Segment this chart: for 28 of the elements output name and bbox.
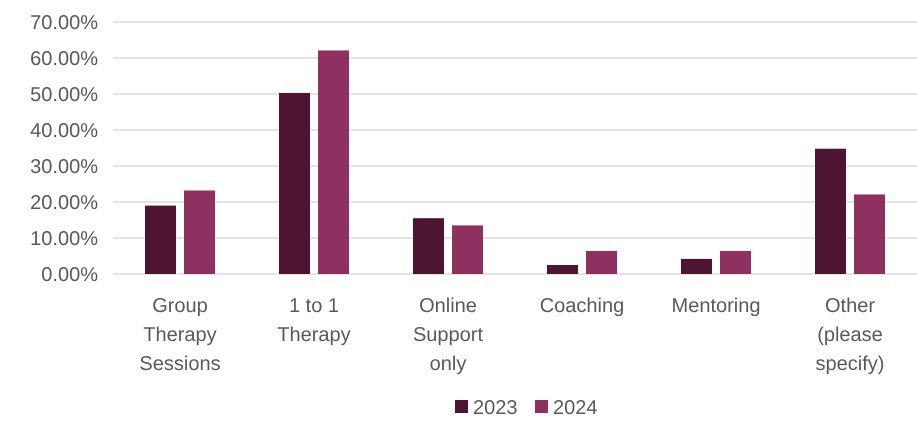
bar bbox=[184, 190, 215, 274]
x-tick-label: Coaching bbox=[540, 295, 624, 317]
y-tick-label: 50.00% bbox=[30, 84, 98, 106]
bar bbox=[681, 258, 712, 274]
y-tick-label: 30.00% bbox=[30, 156, 98, 178]
legend-label: 2023 bbox=[473, 397, 518, 419]
bar bbox=[413, 218, 444, 274]
y-tick-label: 20.00% bbox=[30, 192, 98, 214]
x-tick-label: Online Support only bbox=[412, 295, 484, 375]
bar bbox=[854, 194, 885, 274]
y-tick-label: 0.00% bbox=[41, 264, 98, 286]
x-tick-label: Other (please specify) bbox=[816, 295, 884, 375]
x-tick-label: Group Therapy Sessions bbox=[139, 295, 221, 375]
y-tick-label: 60.00% bbox=[30, 48, 98, 70]
bar bbox=[279, 92, 310, 274]
bar bbox=[145, 206, 176, 274]
x-tick-label: 1 to 1 Therapy bbox=[277, 295, 351, 346]
y-tick-label: 70.00% bbox=[30, 12, 98, 34]
y-tick-label: 10.00% bbox=[30, 228, 98, 250]
bar bbox=[815, 148, 846, 274]
bar bbox=[586, 250, 617, 274]
x-tick-label: Mentoring bbox=[672, 295, 760, 317]
bar bbox=[452, 225, 483, 274]
bar bbox=[547, 265, 578, 274]
bar bbox=[720, 250, 751, 274]
legend-label: 2024 bbox=[553, 397, 598, 419]
bar bbox=[318, 50, 349, 274]
y-tick-label: 40.00% bbox=[30, 120, 98, 142]
